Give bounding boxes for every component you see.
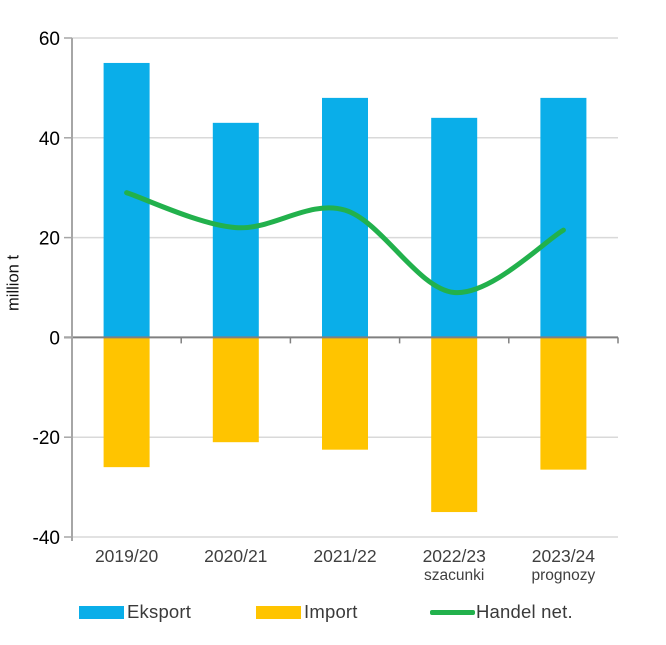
x-category-label: 2023/24	[532, 546, 596, 566]
y-tick-label: 0	[49, 328, 60, 349]
x-category-sublabel: prognozy	[532, 567, 596, 584]
legend-item-handel-net: Handel net.	[430, 601, 573, 623]
import-bar	[540, 337, 587, 470]
import-bar	[322, 337, 368, 450]
import-bar	[431, 337, 478, 513]
legend-label-import: Import	[304, 601, 358, 622]
y-tick-label: -20	[33, 428, 60, 449]
legend-label-eksport: Eksport	[127, 601, 192, 622]
net-trade-line	[124, 190, 566, 295]
x-category-label: 2019/20	[95, 546, 159, 566]
legend-label-handel-net: Handel net.	[476, 601, 573, 622]
x-category-label: 2020/21	[204, 546, 267, 566]
x-category-label: 2022/23	[423, 546, 486, 566]
y-tick-label: -40	[33, 528, 60, 549]
trade-chart: -40 -20 0 20 40 60 2019/20 2020/21 2021/22 2022/2…	[33, 29, 619, 584]
eksport-swatch	[79, 605, 124, 619]
import-bar	[212, 337, 259, 443]
x-category-label: 2021/22	[313, 546, 376, 566]
y-tick-label: 60	[39, 29, 60, 50]
import-bar	[103, 337, 150, 468]
legend: Eksport Import Handel net.	[0, 595, 666, 635]
y-axis-title: million t	[4, 255, 23, 311]
handel-net-swatch	[430, 609, 475, 615]
y-tick-label: 20	[39, 229, 60, 250]
eksport-bar	[540, 97, 587, 338]
y-tick-label: 40	[39, 129, 60, 150]
legend-item-eksport: Eksport	[79, 601, 191, 623]
import-swatch	[256, 605, 301, 619]
x-category-sublabel: szacunki	[424, 567, 484, 584]
eksport-bar	[431, 117, 478, 338]
legend-item-import: Import	[256, 601, 358, 623]
